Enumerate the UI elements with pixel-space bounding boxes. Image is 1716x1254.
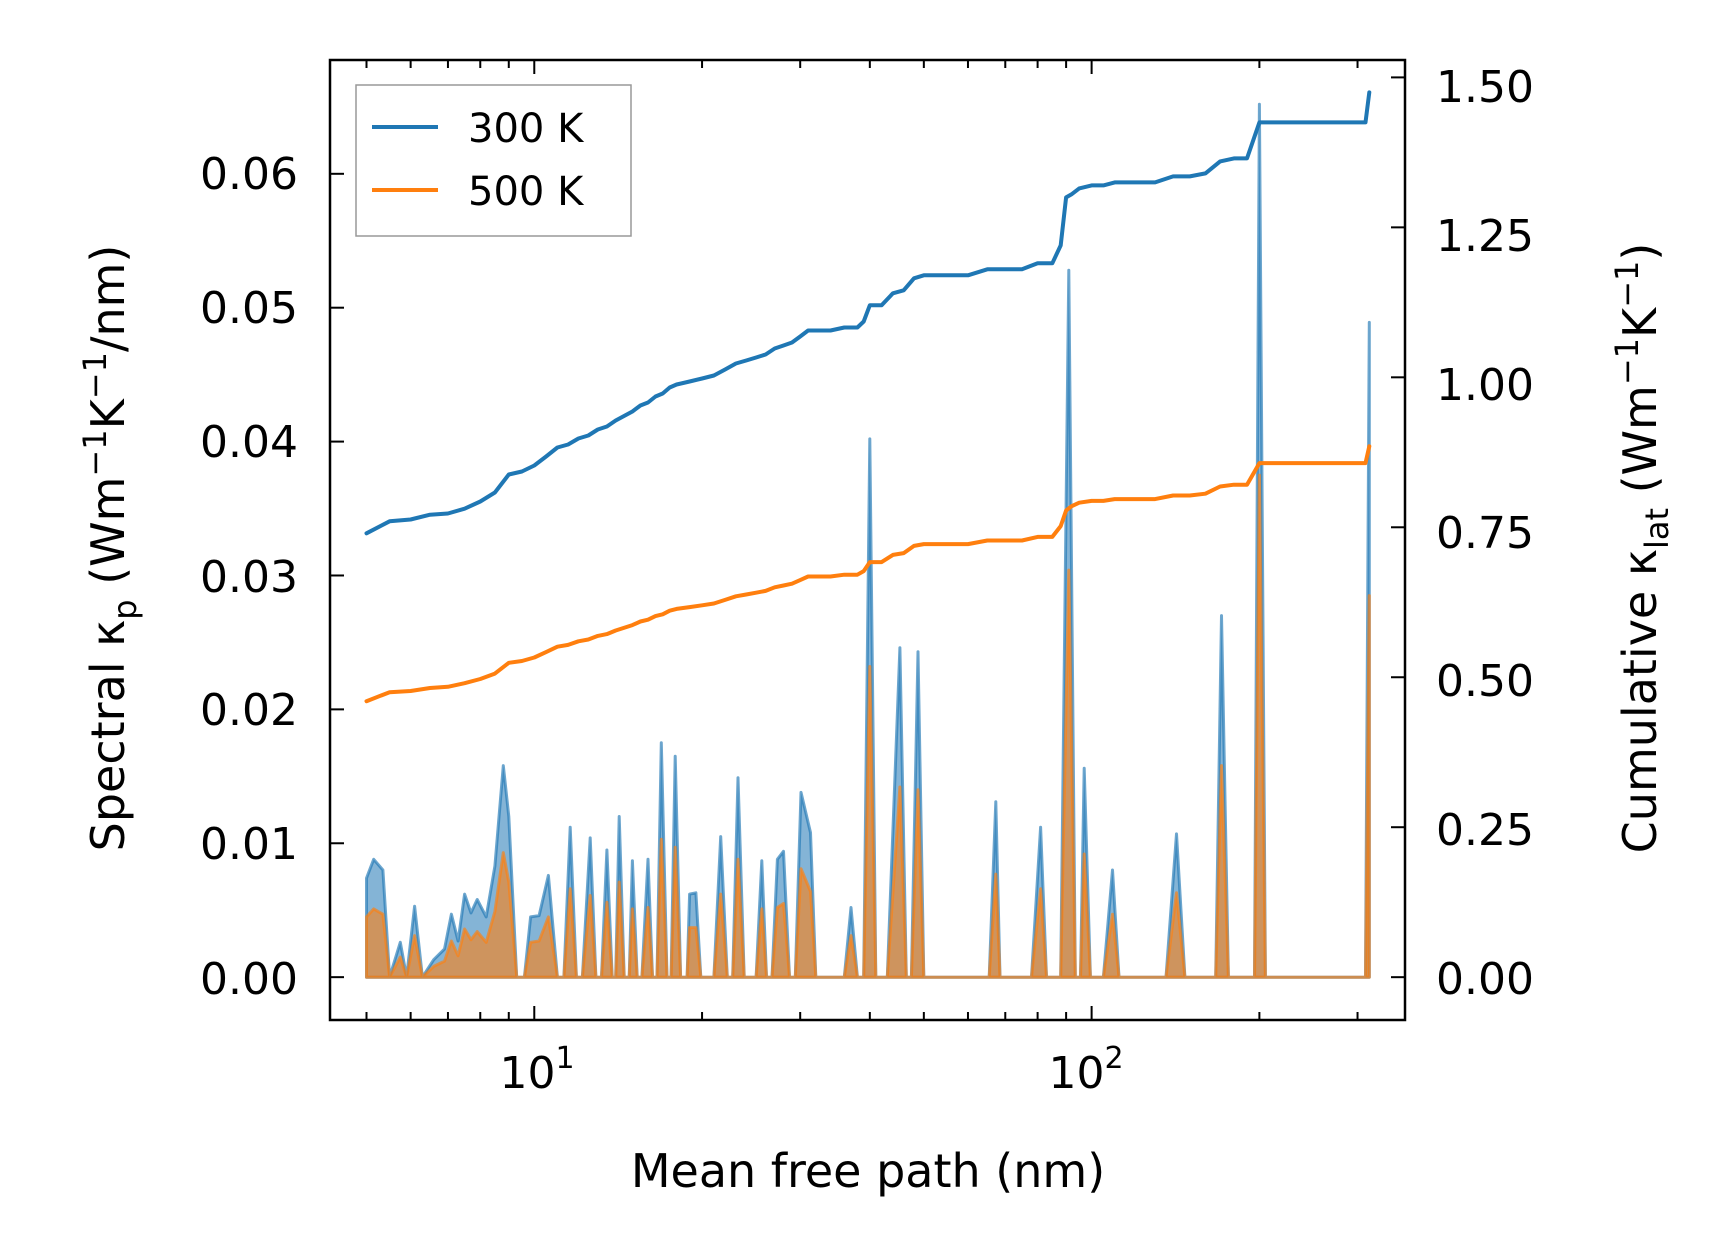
legend-frame — [355, 84, 632, 237]
left-y-tick-label: 0.06 — [200, 149, 298, 200]
right-y-tick-label: 0.75 — [1436, 508, 1534, 559]
right-y-tick-label: 1.00 — [1436, 360, 1534, 411]
right-y-tick-label: 1.25 — [1436, 211, 1534, 262]
left-y-tick-labels: 0.00 0.01 0.02 0.03 0.04 0.05 0.06 — [200, 149, 298, 1005]
left-y-tick-label: 0.03 — [200, 552, 298, 603]
plot-layer — [364, 90, 1372, 979]
left-y-tick-label: 0.02 — [200, 685, 298, 736]
left-y-tick-label: 0.04 — [200, 417, 298, 468]
legend: 300 K 500 K — [355, 84, 632, 237]
right-y-tick-label: 1.50 — [1436, 62, 1534, 113]
legend-label-300k: 300 K — [468, 106, 585, 152]
right-y-tick-label: 0.25 — [1436, 805, 1534, 856]
left-y-tick-label: 0.01 — [200, 819, 298, 870]
x-tick-label-100: 102 — [1048, 1041, 1123, 1099]
right-y-tick-label: 0.50 — [1436, 656, 1534, 707]
cumulative-line-300k — [364, 90, 1372, 536]
left-y-tick-label: 0.05 — [200, 283, 298, 334]
cumulative-line-500k — [364, 444, 1372, 704]
left-y-tick-label: 0.00 — [200, 954, 298, 1005]
right-y-axis-label: Cumulative κlat (Wm−1K−1) — [1608, 243, 1676, 854]
left-y-axis-label: Spectral κp (Wm−1K−1/nm) — [76, 245, 144, 852]
right-y-tick-label: 0.00 — [1436, 954, 1534, 1005]
legend-label-500k: 500 K — [468, 169, 585, 215]
x-tick-label-10: 101 — [499, 1041, 574, 1099]
x-axis-label: Mean free path (nm) — [631, 1144, 1105, 1198]
plot-frame — [328, 58, 1407, 1022]
axes-layer — [328, 58, 1407, 1022]
right-y-tick-labels: 0.00 0.25 0.50 0.75 1.00 1.25 1.50 — [1436, 62, 1534, 1005]
spectral-area-500k — [365, 473, 1371, 979]
